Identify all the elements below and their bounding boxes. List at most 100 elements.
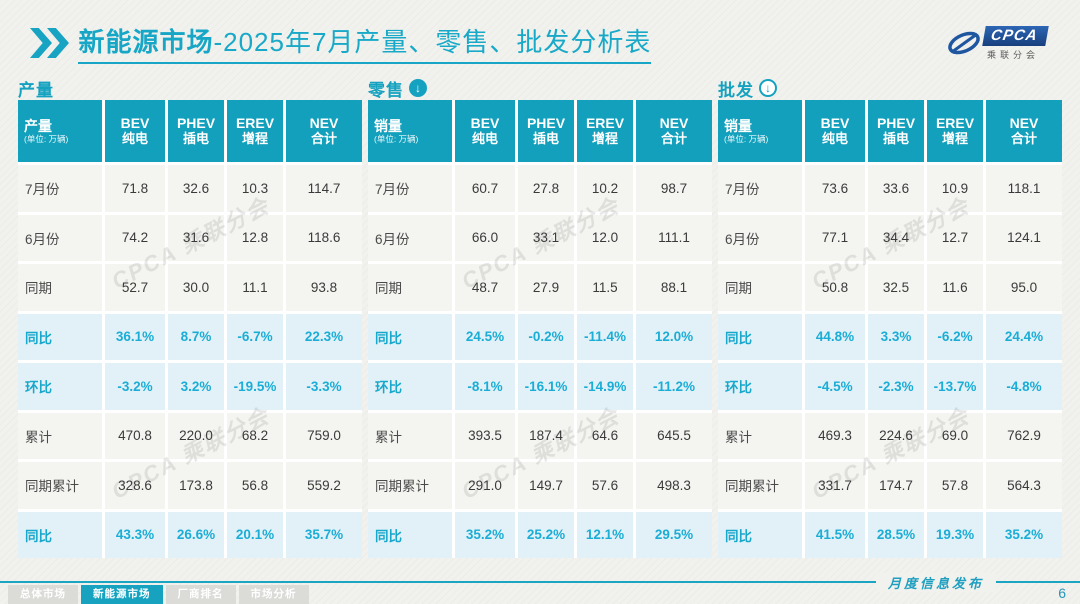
value-cell: 35.2% — [986, 511, 1062, 558]
value-cell: 114.7 — [286, 165, 362, 212]
table-header-label: 销量 — [374, 117, 402, 134]
value-cell: -19.5% — [227, 363, 283, 410]
value-cell: 393.5 — [455, 412, 515, 459]
value-cell: 12.1% — [577, 511, 633, 558]
value-cell: 498.3 — [636, 462, 712, 509]
column-header-en: BEV — [470, 115, 500, 132]
table-section-production: 产量 产量 (单位: 万辆) BEV 纯电 PHEV 插电 EREV 增程 NEV 合计 7月份 71… — [18, 76, 362, 558]
row-label-cell: 7月份 — [18, 165, 102, 212]
row-label-cell: 同比 — [368, 313, 452, 360]
row-label-cell: 同期 — [368, 264, 452, 311]
value-cell: -6.7% — [227, 313, 283, 360]
column-header-en: EREV — [585, 115, 625, 132]
value-cell: -14.9% — [577, 363, 633, 410]
logo-subtitle: 乘联分会 — [987, 50, 1040, 60]
value-cell: 44.8% — [805, 313, 865, 360]
page-title: 新能源市场-2025年7月产量、零售、批发分析表 — [78, 22, 652, 64]
value-cell: 64.6 — [577, 412, 633, 459]
value-cell: 33.6 — [868, 165, 924, 212]
value-cell: 28.5% — [868, 511, 924, 558]
value-cell: 30.0 — [168, 264, 224, 311]
row-label-cell: 同期 — [718, 264, 802, 311]
value-cell: 11.6 — [927, 264, 983, 311]
column-header-cell: NEV 合计 — [986, 100, 1062, 162]
column-header-en: EREV — [235, 115, 275, 132]
value-cell: 11.5 — [577, 264, 633, 311]
value-cell: 124.1 — [986, 214, 1062, 261]
value-cell: 3.2% — [168, 363, 224, 410]
row-label-cell: 同期累计 — [368, 462, 452, 509]
value-cell: 10.9 — [927, 165, 983, 212]
value-cell: 224.6 — [868, 412, 924, 459]
column-header-en: PHEV — [526, 115, 566, 132]
row-label-cell: 6月份 — [18, 214, 102, 261]
section-label-production: 产量 — [18, 76, 362, 100]
column-header-zh: 合计 — [310, 130, 337, 146]
tab-nev-market[interactable]: 新能源市场 — [81, 585, 163, 604]
row-label-cell: 同期累计 — [18, 462, 102, 509]
row-label-cell: 累计 — [18, 412, 102, 459]
column-header-zh: 插电 — [532, 130, 559, 146]
value-cell: 19.3% — [927, 511, 983, 558]
value-cell: 12.0% — [636, 313, 712, 360]
bottom-nav: 总体市场 新能源市场 厂商排名 市场分析 — [8, 585, 309, 604]
column-header-cell: BEV 纯电 — [105, 100, 165, 162]
value-cell: 759.0 — [286, 412, 362, 459]
footer-caption: 月度信息发布 — [875, 573, 996, 592]
column-header-en: NEV — [1009, 115, 1039, 132]
value-cell: 187.4 — [518, 412, 574, 459]
section-label-wholesale: 批发 ↓ — [718, 76, 1062, 100]
cpca-logo: CPCA 乘联分会 — [944, 18, 1064, 70]
page-number: 6 — [1058, 585, 1066, 601]
column-header-zh: 纯电 — [821, 130, 848, 146]
logo-swoosh-icon — [948, 31, 980, 55]
value-cell: 22.3% — [286, 313, 362, 360]
footer-divider — [0, 581, 1080, 583]
value-cell: 66.0 — [455, 214, 515, 261]
tab-market-analysis[interactable]: 市场分析 — [238, 585, 309, 604]
value-cell: 12.8 — [227, 214, 283, 261]
value-cell: 20.1% — [227, 511, 283, 558]
row-label-cell: 6月份 — [718, 214, 802, 261]
column-header-en: NEV — [309, 115, 339, 132]
row-label-cell: 同比 — [718, 511, 802, 558]
value-cell: 10.3 — [227, 165, 283, 212]
value-cell: 470.8 — [105, 412, 165, 459]
value-cell: 173.8 — [168, 462, 224, 509]
value-cell: 32.6 — [168, 165, 224, 212]
table-section-wholesale: 批发 ↓ 销量 (单位: 万辆) BEV 纯电 PHEV 插电 EREV 增程 NEV 合计 7月份… — [718, 76, 1062, 558]
wholesale-table: 销量 (单位: 万辆) BEV 纯电 PHEV 插电 EREV 增程 NEV 合计 7月份 73.6 3… — [718, 100, 1062, 558]
column-header-zh: 增程 — [941, 130, 968, 146]
column-header-zh: 增程 — [241, 130, 268, 146]
value-cell: -4.5% — [805, 363, 865, 410]
row-label-cell: 同期累计 — [718, 462, 802, 509]
table-header-corner-cell: 销量 (单位: 万辆) — [718, 100, 802, 162]
tab-overall-market[interactable]: 总体市场 — [8, 585, 78, 604]
value-cell: 291.0 — [455, 462, 515, 509]
column-header-zh: 增程 — [591, 130, 618, 146]
column-header-cell: PHEV 插电 — [168, 100, 224, 162]
production-table: 产量 (单位: 万辆) BEV 纯电 PHEV 插电 EREV 增程 NEV 合计 7月份 71.8 3… — [18, 100, 362, 558]
column-header-en: PHEV — [876, 115, 916, 132]
row-label-cell: 同期 — [18, 264, 102, 311]
table-header-corner-cell: 产量 (单位: 万辆) — [18, 100, 102, 162]
section-label-retail: 零售 ↓ — [368, 76, 712, 100]
value-cell: 57.8 — [927, 462, 983, 509]
section-label-text: 零售 — [368, 80, 404, 100]
value-cell: 27.8 — [518, 165, 574, 212]
value-cell: -11.4% — [577, 313, 633, 360]
table-header-corner-cell: 销量 (单位: 万辆) — [368, 100, 452, 162]
row-label-cell: 累计 — [718, 412, 802, 459]
value-cell: 3.3% — [868, 313, 924, 360]
row-label-cell: 7月份 — [718, 165, 802, 212]
title-chevron-icon — [30, 28, 69, 58]
value-cell: 48.7 — [455, 264, 515, 311]
tables-area: 产量 产量 (单位: 万辆) BEV 纯电 PHEV 插电 EREV 增程 NEV 合计 7月份 71… — [18, 76, 1062, 558]
down-arrow-icon: ↓ — [409, 79, 427, 97]
value-cell: 33.1 — [518, 214, 574, 261]
tab-oem-ranking[interactable]: 厂商排名 — [165, 585, 236, 604]
value-cell: 88.1 — [636, 264, 712, 311]
value-cell: 174.7 — [868, 462, 924, 509]
column-header-en: EREV — [935, 115, 975, 132]
value-cell: -3.3% — [286, 363, 362, 410]
